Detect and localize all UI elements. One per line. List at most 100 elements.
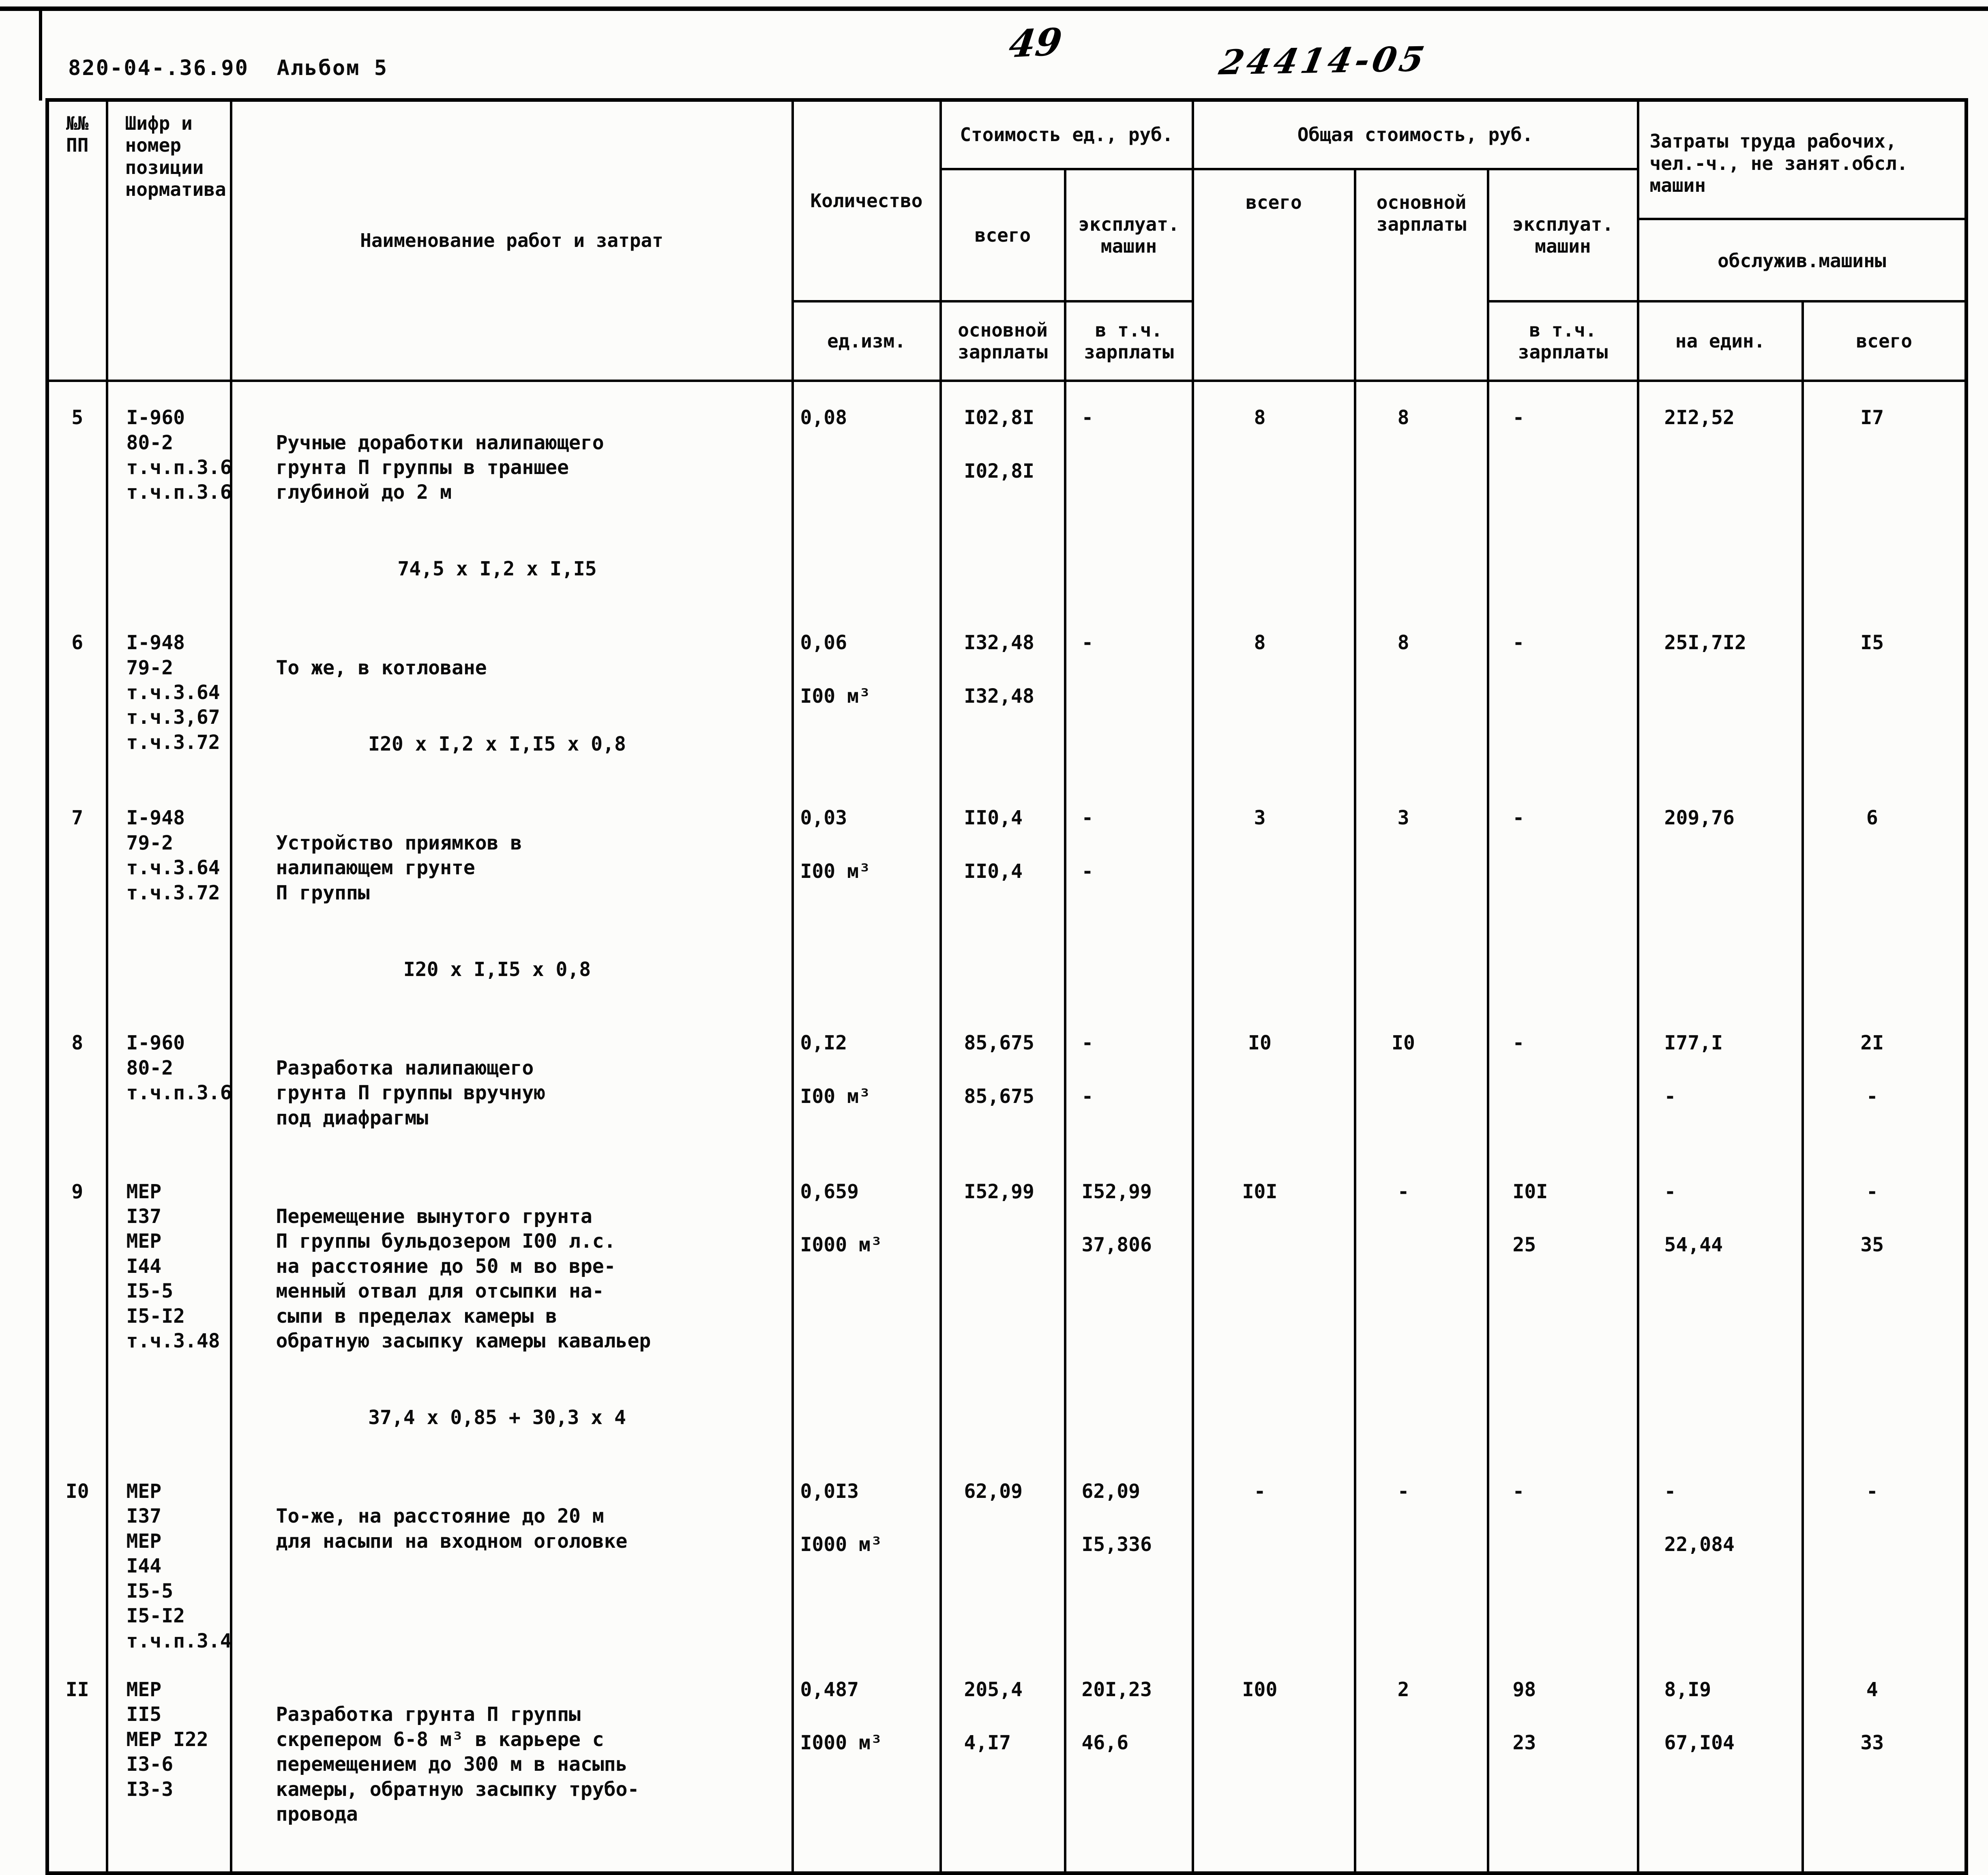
value-line1: 62,09 [1081, 1480, 1141, 1503]
value-line2: - [1081, 860, 1094, 883]
row-unit-cost-machines: -- [1064, 1007, 1194, 1156]
quantity-value: 0,I2 [800, 1032, 847, 1055]
value-line1: I52,99 [964, 1180, 1034, 1203]
value-line2: 22,084 [1664, 1533, 1735, 1556]
value-line1: I5 [1860, 631, 1884, 654]
header-unit-cost-machines: эксплуат. машин [1064, 167, 1194, 303]
quantity-unit: I000 м³ [800, 1234, 882, 1256]
row-code: I-960 80-2 т.ч.п.3.64 т.ч.п.3.67 [105, 381, 232, 607]
value-line2: I32,48 [964, 684, 1034, 708]
table-row-7: 7 I-948 79-2 т.ч.3.64 т.ч.3.72 Устройств… [46, 782, 1968, 1008]
value-line1: - [1866, 1480, 1878, 1503]
row-total-cost-total: 8 [1191, 381, 1356, 607]
row-work-name: Разработка грунта П группы скрепером 6-8… [229, 1654, 794, 1873]
header-group-unit-cost: Стоимость ед., руб. [939, 99, 1194, 170]
row-unit-cost-machines: - [1064, 381, 1194, 607]
header-work-name: Наименование работ и затрат [229, 99, 794, 382]
table-row-6: 6 I-948 79-2 т.ч.3.64 т.ч.3,67 т.ч.3.72 … [46, 607, 1968, 783]
handwritten-page-number: 49 [1006, 19, 1065, 67]
row-code: МЕР I37 МЕР I44 I5-5 I5-I2 т.ч.3.48 [105, 1156, 232, 1456]
work-formula: 37,4 x 0,85 + 30,3 x 4 [368, 1406, 626, 1429]
row-total-cost-machines: 98 23 [1486, 1654, 1639, 1873]
scan-top-edge-line [0, 6, 1988, 11]
header-code: Шифр и номер позиции норматива [105, 99, 232, 382]
work-formula: 74,5 x I,2 x I,I5 [397, 558, 597, 581]
row-total-cost-machines: - [1486, 1455, 1639, 1654]
work-description: Разработка грунта П группы скрепером 6-8… [276, 1703, 639, 1826]
work-description: То же, в котловане [276, 656, 487, 679]
value-line2: 23 [1512, 1731, 1536, 1755]
row-labor-per-unit: 209,76 [1636, 782, 1804, 1008]
quantity-unit: I00 м³ [800, 684, 871, 708]
header-labor-total: всего [1801, 300, 1968, 382]
value-line1: I0I [1512, 1180, 1548, 1203]
row-code: МЕР II5 МЕР I22 I3-6 I3-3 [105, 1654, 232, 1873]
table-row-8: 8 I-960 80-2 т.ч.п.3.64 Разработка налип… [46, 1007, 1968, 1156]
value-line1: 25I,7I2 [1664, 631, 1746, 654]
header-row-sub1: всего эксплуат. машин всего основной зар… [47, 167, 1967, 382]
header-unit-cost-total: всего [939, 167, 1066, 303]
value-line2: 25 [1512, 1234, 1536, 1256]
table-row-5: 5 I-960 80-2 т.ч.п.3.64 т.ч.п.3.67 Ручны… [46, 381, 1968, 607]
value-line1: - [1081, 807, 1094, 830]
header-unit-of-measure: ед.изм. [791, 300, 942, 382]
row-total-cost-base: 8 [1353, 607, 1489, 783]
value-line2: II0,4 [964, 860, 1023, 883]
value-line2: 33 [1860, 1731, 1884, 1755]
value-line1: 209,76 [1664, 807, 1735, 830]
row-num: 7 [46, 782, 108, 1008]
header-unit-cost-base-salary: основной зарплаты [939, 300, 1066, 382]
work-formula: I20 x I,I5 x 0,8 [403, 958, 591, 981]
row-num: 9 [46, 1156, 108, 1456]
document-number: 820-04-.36.90 Альбом 5 [68, 56, 388, 80]
value-line1: I77,I [1664, 1032, 1723, 1055]
handwritten-inventory-code: 24414-05 [1216, 39, 1431, 83]
row-num: 8 [46, 1007, 108, 1156]
row-labor-per-unit: 25I,7I2 [1636, 607, 1804, 783]
row-unit-cost-total: II0,4 II0,4 [939, 782, 1066, 1008]
value-line1: - [1664, 1180, 1676, 1203]
row-code: I-948 79-2 т.ч.3.64 т.ч.3,67 т.ч.3.72 [105, 607, 232, 783]
row-labor-per-unit: I77,I - [1636, 1007, 1804, 1156]
row-work-name: Перемещение вынутого грунта П группы бул… [229, 1156, 794, 1456]
value-line1: II0,4 [964, 807, 1023, 830]
row-labor-total: 4 33 [1801, 1654, 1968, 1873]
row-code: I-948 79-2 т.ч.3.64 т.ч.3.72 [105, 782, 232, 1008]
work-description: То-же, на расстояние до 20 м для насыпи … [276, 1505, 628, 1553]
row-work-name: Ручные доработки налипающего грунта П гр… [229, 381, 794, 607]
row-quantity: 0,659 I000 м³ [791, 1156, 942, 1456]
quantity-unit: I00 м³ [800, 1085, 871, 1108]
row-labor-per-unit: 8,I9 67,I04 [1636, 1654, 1804, 1873]
header-total-cost-base-salary: основной зарплаты [1353, 167, 1489, 382]
row-total-cost-machines: - [1486, 381, 1639, 607]
row-labor-per-unit: 2I2,52 [1636, 381, 1804, 607]
quantity-value: 0,03 [800, 807, 847, 830]
value-line1: 2I [1860, 1032, 1884, 1055]
row-total-cost-total: I0 [1191, 1007, 1356, 1156]
row-unit-cost-total: 85,675 85,675 [939, 1007, 1066, 1156]
value-line1: - [1512, 406, 1525, 429]
value-line1: - [1512, 631, 1525, 654]
row-unit-cost-machines: 62,09 I5,336 [1064, 1455, 1194, 1654]
header-num: №№ ПП [46, 99, 108, 382]
estimate-table: №№ ПП Шифр и номер позиции норматива Наи… [45, 98, 1969, 1875]
row-num: 6 [46, 607, 108, 783]
row-quantity: 0,03 I00 м³ [791, 782, 942, 1008]
row-total-cost-base: 3 [1353, 782, 1489, 1008]
row-total-cost-machines: - [1486, 782, 1639, 1008]
header-row-sub2: ед.изм. основной зарплаты в т.ч. зарплат… [47, 300, 1968, 382]
row-num: II [46, 1654, 108, 1873]
row-total-cost-total: 8 [1191, 607, 1356, 783]
value-line1: 98 [1512, 1678, 1536, 1701]
row-labor-total: - 35 [1801, 1156, 1968, 1456]
header-total-cost-incl-salary: в т.ч. зарплаты [1486, 300, 1639, 382]
header-group-labor: Затраты труда рабочих, чел.-ч., не занят… [1636, 99, 1968, 303]
quantity-value: 0,659 [800, 1180, 859, 1203]
table-row-10: I0 МЕР I37 МЕР I44 I5-5 I5-I2 т.ч.п.3.48… [46, 1455, 1968, 1654]
value-line1: 6 [1866, 807, 1878, 830]
quantity-unit: I00 м³ [800, 860, 871, 883]
row-labor-total: 2I - [1801, 1007, 1968, 1156]
value-line2: I02,8I [964, 459, 1034, 483]
header-group-total-cost: Общая стоимость, руб. [1191, 99, 1639, 170]
value-line1: 4 [1866, 1678, 1878, 1701]
